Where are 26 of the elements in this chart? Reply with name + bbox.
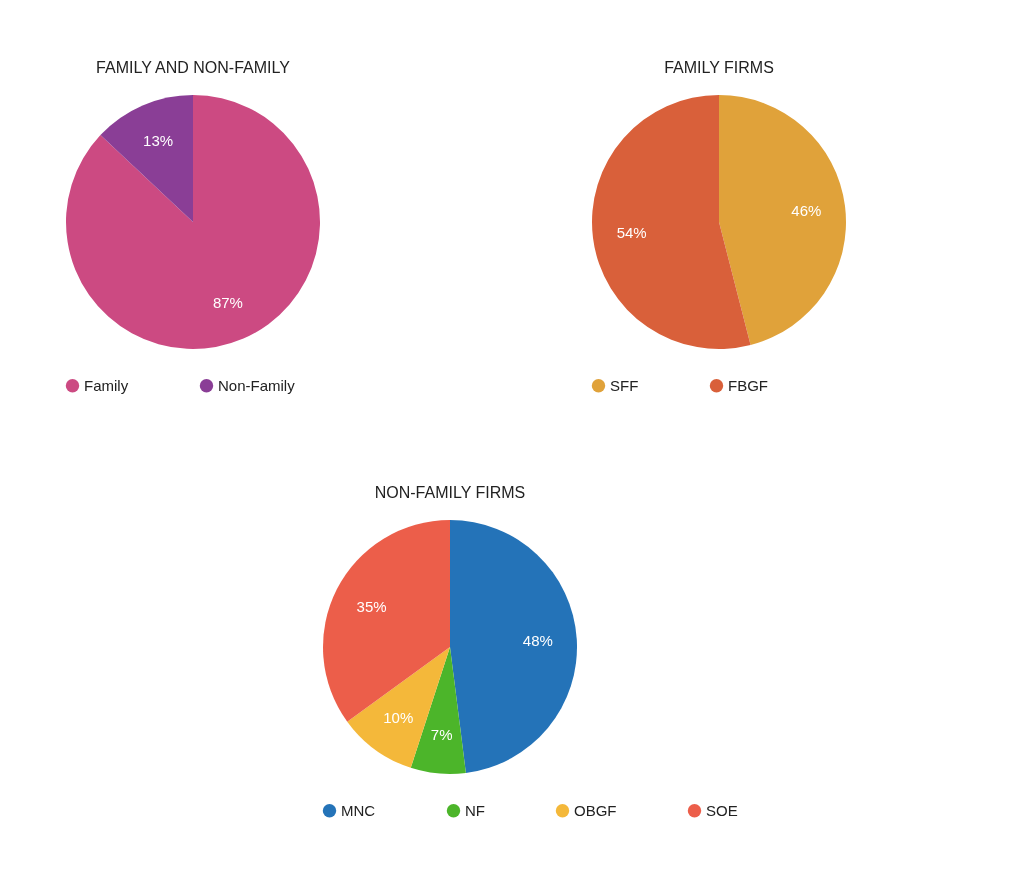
legend-label: Non-Family xyxy=(218,376,296,394)
pie-slice xyxy=(347,647,450,768)
legend-label: Family xyxy=(84,376,129,394)
chart-title: FAMILY FIRMS xyxy=(664,59,774,76)
legend-label: NF xyxy=(465,801,485,819)
pie-slice xyxy=(719,95,846,346)
pie-slice xyxy=(66,95,320,349)
data-label: 13% xyxy=(143,132,174,150)
chart-title: FAMILY AND NON-FAMILY xyxy=(96,59,291,76)
data-label: 87% xyxy=(212,293,243,311)
pie-slice xyxy=(592,95,751,349)
data-label: 35% xyxy=(356,598,387,616)
data-label: 7% xyxy=(430,725,453,743)
legend-label: SFF xyxy=(610,376,639,394)
pie-slice xyxy=(323,520,450,722)
chart-title: NON-FAMILY FIRMS xyxy=(374,484,526,501)
data-label: 46% xyxy=(791,201,822,219)
pie-slice xyxy=(450,520,577,773)
data-label: 54% xyxy=(616,224,647,242)
data-label: 10% xyxy=(383,709,414,727)
pie-slice xyxy=(100,95,193,222)
legend-label: FBGF xyxy=(728,376,768,394)
legend-label: MNC xyxy=(341,801,376,819)
legend-label: SOE xyxy=(706,801,738,819)
legend-label: OBGF xyxy=(574,801,617,819)
data-label: 48% xyxy=(522,632,553,650)
